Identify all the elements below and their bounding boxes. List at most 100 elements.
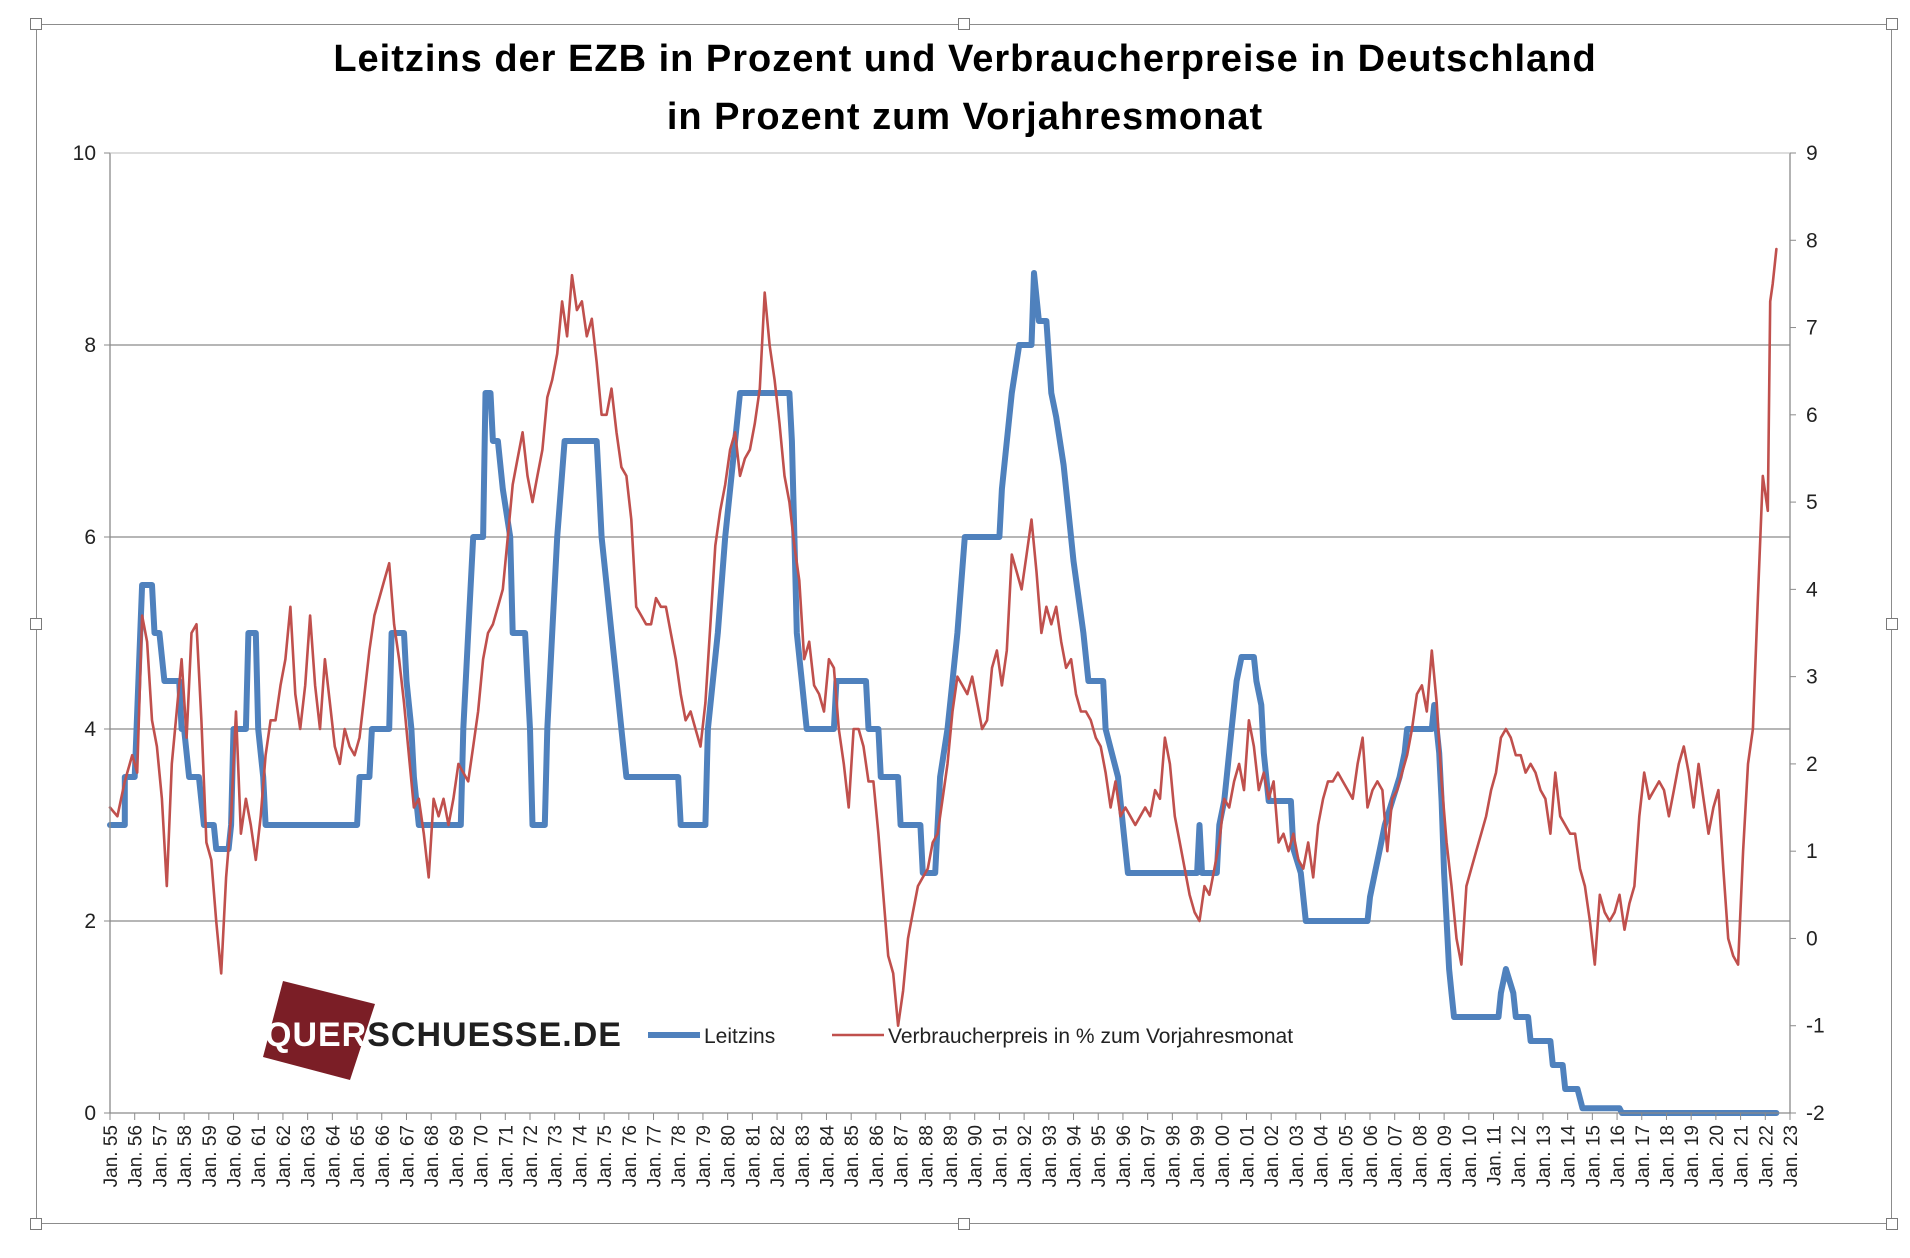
x-tick-label: Jan. 98 (1163, 1125, 1184, 1187)
x-tick-label: Jan. 86 (867, 1125, 888, 1187)
x-tick-label: Jan. 09 (1435, 1125, 1456, 1187)
x-tick-label: Jan. 94 (1065, 1125, 1086, 1188)
x-tick-label: Jan. 91 (990, 1125, 1011, 1187)
x-tick-label: Jan. 12 (1509, 1125, 1530, 1187)
x-tick-label: Jan. 87 (892, 1125, 913, 1187)
x-tick-label: Jan. 65 (348, 1125, 369, 1187)
x-tick-label: Jan. 77 (645, 1125, 666, 1187)
x-tick-label: Jan. 01 (1237, 1125, 1258, 1187)
y-axis-left-labels: 0 2 4 6 8 10 (73, 142, 110, 1125)
x-tick-label: Jan. 04 (1312, 1125, 1333, 1188)
x-tick-label: Jan. 95 (1089, 1125, 1110, 1187)
y-right-tick-label: 2 (1806, 753, 1818, 776)
x-tick-label: Jan. 13 (1534, 1125, 1555, 1187)
x-axis-labels: Jan. 55 Jan. 56 Jan. 57 Jan. 58 Jan. 59 Jan. … (101, 1113, 1802, 1187)
y-right-tick-label: 1 (1806, 840, 1818, 863)
y-right-tick-label: 0 (1806, 927, 1818, 950)
x-tick-label: Jan. 76 (620, 1125, 641, 1187)
x-tick-label: Jan. 79 (694, 1125, 715, 1187)
y-right-tick-label: -1 (1806, 1015, 1825, 1038)
x-tick-label: Jan. 10 (1460, 1125, 1481, 1187)
logo-text: QUERSCHUESSE.DE (265, 1016, 622, 1054)
x-tick-label: Jan. 19 (1682, 1125, 1703, 1187)
x-tick-label: Jan. 61 (249, 1125, 270, 1187)
gridlines (110, 344, 1790, 922)
x-tick-label: Jan. 00 (1213, 1125, 1234, 1187)
resize-handle-bottom-left[interactable] (30, 1218, 42, 1230)
series-line-leitzins (107, 270, 1780, 1116)
x-tick-label: Jan. 07 (1386, 1125, 1407, 1187)
x-tick-label: Jan. 58 (175, 1125, 196, 1187)
y-left-tick-label: 4 (84, 718, 96, 741)
resize-handle-bottom-center[interactable] (958, 1218, 970, 1230)
x-tick-label: Jan. 05 (1336, 1125, 1357, 1187)
x-tick-label: Jan. 67 (397, 1125, 418, 1187)
resize-handle-bottom-right[interactable] (1886, 1218, 1898, 1230)
x-tick-label: Jan. 68 (422, 1125, 443, 1187)
x-tick-label: Jan. 78 (669, 1125, 690, 1187)
x-tick-label: Jan. 75 (595, 1125, 616, 1187)
y-left-tick-label: 10 (73, 142, 96, 165)
x-tick-label: Jan. 11 (1485, 1125, 1506, 1186)
x-tick-label: Jan. 20 (1707, 1125, 1728, 1187)
x-tick-label: Jan. 57 (150, 1125, 171, 1187)
x-tick-label: Jan. 08 (1410, 1125, 1431, 1187)
x-tick-label: Jan. 15 (1583, 1125, 1604, 1187)
x-tick-label: Jan. 84 (817, 1125, 838, 1188)
x-tick-label: Jan. 82 (768, 1125, 789, 1187)
x-tick-label: Jan. 81 (743, 1125, 764, 1187)
x-tick-label: Jan. 56 (126, 1125, 147, 1187)
resize-handle-middle-left[interactable] (30, 618, 42, 630)
legend-label-verbraucherpreis: Verbraucherpreis in % zum Vorjahresmonat (888, 1025, 1293, 1048)
y-right-tick-label: 4 (1806, 578, 1818, 601)
x-tick-label: Jan. 64 (323, 1125, 344, 1188)
logo-text-rest: SCHUESSE.DE (367, 1016, 622, 1054)
x-tick-label: Jan. 70 (472, 1125, 493, 1187)
legend-label-leitzins: Leitzins (704, 1025, 775, 1048)
x-tick-label: Jan. 71 (496, 1125, 517, 1187)
y-left-tick-label: 0 (84, 1102, 96, 1125)
axes (109, 152, 1791, 1114)
x-tick-label: Jan. 74 (570, 1125, 591, 1188)
y-right-tick-label: 6 (1806, 404, 1818, 427)
y-right-tick-label: 3 (1806, 666, 1818, 689)
y-left-tick-label: 2 (84, 910, 96, 933)
series-line-verbraucherpreis (108, 247, 1778, 1027)
chart-title-line-2: in Prozent zum Vorjahresmonat (666, 96, 1264, 138)
x-tick-label: Jan. 02 (1262, 1125, 1283, 1187)
y-left-tick-label: 6 (84, 526, 96, 549)
x-tick-label: Jan. 88 (916, 1125, 937, 1187)
x-tick-label: Jan. 66 (373, 1125, 394, 1187)
legend: Leitzins Verbraucherpreis in % zum Vorjah… (648, 1025, 1293, 1048)
resize-handle-middle-right[interactable] (1886, 618, 1898, 630)
x-tick-label: Jan. 90 (966, 1125, 987, 1187)
x-tick-label: Jan. 85 (842, 1125, 863, 1187)
x-tick-label: Jan. 73 (546, 1125, 567, 1187)
x-tick-label: Jan. 22 (1756, 1125, 1777, 1187)
logo-square (263, 981, 375, 1080)
x-tick-label: Jan. 59 (200, 1125, 221, 1187)
y-left-tick-label: 8 (84, 334, 96, 357)
x-tick-label: Jan. 23 (1781, 1125, 1802, 1187)
x-tick-label: Jan. 92 (1015, 1125, 1036, 1187)
x-tick-label: Jan. 55 (101, 1125, 122, 1187)
x-tick-label: Jan. 97 (1139, 1125, 1160, 1187)
resize-handle-top-left[interactable] (30, 18, 42, 30)
x-tick-label: Jan. 99 (1188, 1125, 1209, 1187)
resize-handle-top-right[interactable] (1886, 18, 1898, 30)
x-tick-label: Jan. 16 (1608, 1125, 1629, 1187)
series-lines (107, 247, 1780, 1116)
x-tick-label: Jan. 03 (1287, 1125, 1308, 1187)
x-tick-label: Jan. 63 (299, 1125, 320, 1187)
x-tick-label: Jan. 96 (1114, 1125, 1135, 1187)
resize-handle-top-center[interactable] (958, 18, 970, 30)
x-tick-label: Jan. 60 (225, 1125, 246, 1187)
querschuesse-logo: QUERSCHUESSE.DE (263, 981, 622, 1080)
y-axis-right-labels: -2 -1 0 1 2 3 4 5 6 7 8 9 (1790, 142, 1825, 1125)
x-tick-label: Jan. 06 (1361, 1125, 1382, 1187)
x-tick-label: Jan. 14 (1559, 1125, 1580, 1188)
y-right-tick-label: 8 (1806, 229, 1818, 252)
x-tick-label: Jan. 93 (1040, 1125, 1061, 1187)
x-tick-label: Jan. 18 (1657, 1125, 1678, 1187)
